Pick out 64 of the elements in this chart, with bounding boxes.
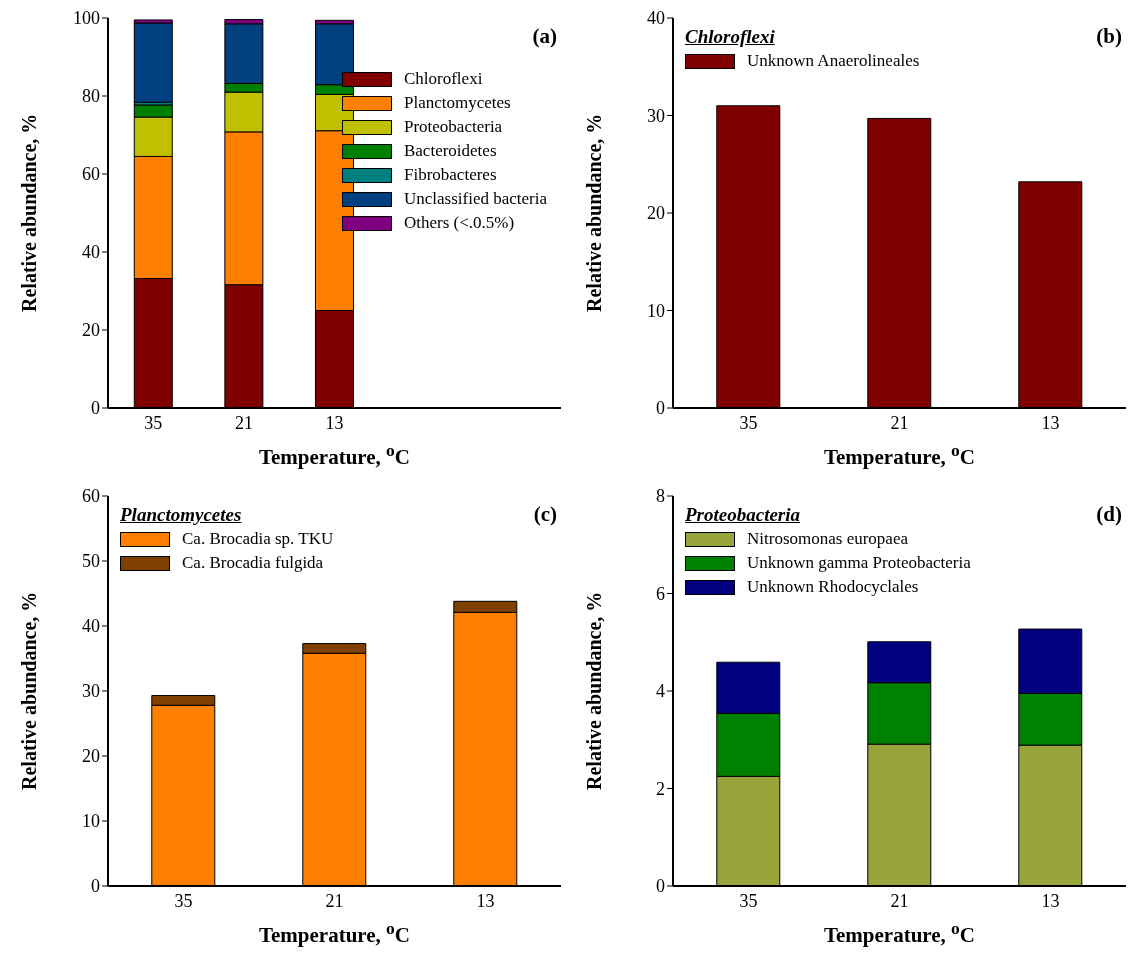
y-tick-label: 0 xyxy=(656,876,665,897)
legend-label: Chloroflexi xyxy=(403,68,483,90)
x-axis-title: Temperature, $^{o}$C xyxy=(822,440,977,470)
chart-title: (b) xyxy=(1096,24,1122,49)
y-tick-label: 40 xyxy=(82,616,100,637)
chart-title: (d) xyxy=(1096,502,1122,527)
legend-label: Planctomycetes xyxy=(403,92,511,114)
x-tick-label: 35 xyxy=(739,412,758,433)
bar xyxy=(133,22,173,103)
x-tick-label: 35 xyxy=(739,890,758,911)
x-axis-title: Temperature, $^{o}$C xyxy=(822,918,977,948)
y-tick-label: 10 xyxy=(82,811,100,832)
y-tick-label: 6 xyxy=(656,583,665,604)
x-tick-label: 13 xyxy=(1041,412,1060,433)
x-tick-label: 21 xyxy=(890,890,909,911)
y-axis-title: Relative abundance, % xyxy=(583,112,606,315)
y-tick-label: 8 xyxy=(656,486,665,507)
legend-label: Unknown Rhodocyclales xyxy=(747,576,919,598)
y-tick-label: 40 xyxy=(82,242,100,263)
y-tick-label: 80 xyxy=(82,86,100,107)
x-tick-label: 13 xyxy=(325,412,344,433)
y-tick-label: 50 xyxy=(82,551,100,572)
legend-label: Unknown gamma Proteobacteria xyxy=(747,552,971,574)
x-tick-label: 35 xyxy=(174,890,193,911)
legend-label: Bacteroidetes xyxy=(403,140,497,162)
y-tick-label: 20 xyxy=(647,203,665,224)
x-tick-label: 13 xyxy=(476,890,495,911)
y-axis-title: Relative abundance, % xyxy=(18,112,41,315)
y-axis-title: Relative abundance, % xyxy=(583,590,606,793)
y-tick-label: 60 xyxy=(82,164,100,185)
y-tick-label: 30 xyxy=(82,681,100,702)
y-tick-label: 4 xyxy=(656,681,665,702)
y-tick-label: 10 xyxy=(647,300,665,321)
x-axis-title: Temperature, $^{o}$C xyxy=(257,440,412,470)
y-tick-label: 100 xyxy=(73,8,100,29)
x-tick-label: 21 xyxy=(234,412,253,433)
x-tick-label: 21 xyxy=(325,890,344,911)
y-tick-label: 0 xyxy=(91,876,100,897)
x-axis-title: Temperature, $^{o}$C xyxy=(257,918,412,948)
legend-label: Others (<.0.5%) xyxy=(403,212,515,234)
legend-title: Proteobacteria xyxy=(685,504,802,526)
y-axis-title: Relative abundance, % xyxy=(18,590,41,793)
legend-label: Fibrobacteres xyxy=(403,164,497,186)
legend-label: Ca. Brocadia sp. TKU xyxy=(182,528,334,550)
legend-label: Unclassified bacteria xyxy=(403,188,547,210)
x-tick-label: 13 xyxy=(1041,890,1060,911)
chart-title: (c) xyxy=(533,502,557,527)
legend-title: Chloroflexi xyxy=(685,26,776,48)
chart-title: (a) xyxy=(532,24,557,49)
legend-label: Unknown Anaerolineales xyxy=(747,50,920,72)
legend-title: Planctomycetes xyxy=(120,504,243,526)
legend-label: Ca. Brocadia fulgida xyxy=(182,552,324,574)
y-tick-label: 60 xyxy=(82,486,100,507)
y-tick-label: 20 xyxy=(82,746,100,767)
x-tick-label: 21 xyxy=(890,412,909,433)
y-tick-label: 0 xyxy=(91,398,100,419)
legend-label: Nitrosomonas europaea xyxy=(747,528,908,550)
legend-label: Proteobacteria xyxy=(403,116,503,138)
x-tick-label: 35 xyxy=(144,412,163,433)
y-tick-label: 0 xyxy=(656,398,665,419)
y-tick-label: 2 xyxy=(656,778,665,799)
y-tick-label: 40 xyxy=(647,8,665,29)
y-tick-label: 30 xyxy=(647,105,665,126)
y-tick-label: 20 xyxy=(82,320,100,341)
